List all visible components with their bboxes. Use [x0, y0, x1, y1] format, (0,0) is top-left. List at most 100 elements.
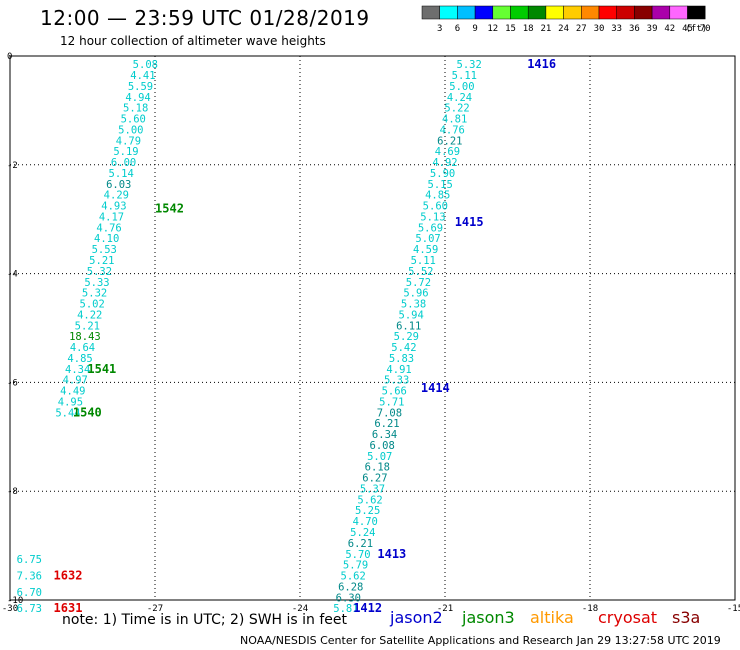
- legend-jason2: jason2: [390, 608, 443, 627]
- wave-height-label: 5.60: [423, 201, 448, 213]
- wave-height-label: 5.21: [75, 320, 100, 332]
- wave-height-label: 4.64: [70, 342, 95, 354]
- wave-height-label: 5.00: [118, 124, 143, 136]
- wave-height-label: 5.32: [87, 266, 112, 278]
- pass-number-label: 1415: [455, 215, 484, 229]
- scale-label: 3: [437, 24, 442, 34]
- wave-height-label: 5.81: [333, 603, 358, 615]
- y-tick-label: -6: [7, 378, 18, 388]
- legend-s3a: s3a: [672, 608, 701, 627]
- wave-height-label: 6.08: [370, 440, 395, 452]
- scale-swatch: [474, 5, 494, 20]
- wave-height-label: 5.79: [343, 560, 368, 572]
- scale-swatch: [634, 5, 653, 20]
- scale-label: 36: [629, 24, 640, 34]
- legend-jason3: jason3: [462, 608, 515, 627]
- y-tick-label: -4: [7, 270, 18, 280]
- wave-height-label: 5.00: [449, 81, 474, 93]
- wave-height-label: 4.29: [104, 190, 129, 202]
- scale-label: 27: [576, 24, 587, 34]
- scale-swatch: [598, 5, 617, 20]
- pass-number-label: 1540: [73, 405, 102, 419]
- wave-height-label: 5.07: [367, 451, 392, 463]
- pass-number-label: 1416: [527, 57, 556, 71]
- pass-number-label: 1631: [54, 601, 83, 615]
- x-tick-label: -27: [147, 604, 163, 614]
- scale-swatch: [581, 5, 600, 20]
- scale-swatch: [510, 5, 529, 20]
- wave-height-label: 4.70: [353, 516, 378, 528]
- scale-swatch: [651, 5, 671, 20]
- wave-height-label: 5.62: [357, 494, 382, 506]
- pass-number-label: 1413: [377, 547, 406, 561]
- scale-label: 70: [700, 24, 711, 34]
- x-tick-label: -24: [292, 604, 308, 614]
- wave-height-label: 5.62: [341, 571, 366, 583]
- footer-credit: NOAA/NESDIS Center for Satellite Applica…: [240, 634, 721, 647]
- wave-height-label: 5.22: [444, 103, 469, 115]
- wave-height-label: 4.17: [99, 211, 124, 223]
- wave-height-label: 4.24: [447, 92, 472, 104]
- wave-height-label: 5.21: [89, 255, 114, 267]
- pass-number-label: 1541: [87, 362, 116, 376]
- wave-height-label: 5.71: [379, 396, 404, 408]
- wave-height-label: 5.33: [384, 375, 409, 387]
- scale-label: 42: [664, 24, 675, 34]
- pass-number-label: 1412: [353, 601, 382, 615]
- wave-height-label: 5.32: [82, 288, 107, 300]
- scale-label: 6: [455, 24, 460, 34]
- chart-title: 12:00 — 23:59 UTC 01/28/2019: [40, 6, 370, 30]
- wave-height-label: 5.24: [350, 527, 375, 539]
- legend-cryosat: cryosat: [598, 608, 658, 627]
- pass-number-label: 1542: [155, 201, 184, 215]
- wave-height-label: 5.66: [382, 386, 407, 398]
- wave-height-label: 5.08: [133, 59, 158, 71]
- y-tick-label: -10: [7, 596, 23, 606]
- wave-height-label: 4.91: [386, 364, 411, 376]
- wave-height-label: 5.59: [128, 81, 153, 93]
- wave-height-label: 4.85: [67, 353, 92, 365]
- wave-height-label: 6.34: [372, 429, 397, 441]
- wave-height-label: 5.32: [457, 59, 482, 71]
- wave-height-label: 5.60: [121, 114, 146, 126]
- wave-height-label: 4.76: [440, 124, 465, 136]
- wave-height-label: 5.72: [406, 277, 431, 289]
- x-tick-label: -18: [582, 604, 598, 614]
- chart-subtitle: 12 hour collection of altimeter wave hei…: [60, 34, 326, 48]
- wave-height-label: 5.52: [408, 266, 433, 278]
- wave-height-label: 4.22: [77, 309, 102, 321]
- wave-height-label: 5.90: [430, 168, 455, 180]
- wave-height-label: 4.85: [425, 190, 450, 202]
- wave-height-label: 5.11: [411, 255, 436, 267]
- wave-height-label: 6.28: [338, 581, 363, 593]
- wave-height-label: 4.95: [58, 396, 83, 408]
- wave-height-label: 4.97: [63, 375, 88, 387]
- wave-height-label: 5.33: [84, 277, 109, 289]
- wave-height-label: 6.21: [374, 418, 399, 430]
- wave-height-label: 4.79: [116, 135, 141, 147]
- y-tick-label: -2: [7, 161, 18, 171]
- x-tick-label: -15: [727, 604, 740, 614]
- wave-height-label: 5.96: [403, 288, 428, 300]
- wave-height-label: 6.70: [17, 587, 42, 599]
- x-tick-label: -30: [2, 604, 18, 614]
- wave-height-label: 4.41: [130, 70, 155, 82]
- scale-swatch: [563, 5, 582, 20]
- wave-height-label: 6.21: [437, 135, 462, 147]
- wave-height-label: 6.73: [17, 603, 42, 615]
- wave-height-label: 4.76: [96, 222, 121, 234]
- wave-height-label: 18.43: [69, 331, 101, 343]
- scale-label: 45: [682, 24, 693, 34]
- wave-height-label: 6.18: [365, 462, 390, 474]
- scale-label: 21: [540, 24, 551, 34]
- scale-swatch: [669, 5, 688, 20]
- wave-height-label: 5.02: [80, 299, 105, 311]
- wave-height-label: 5.69: [418, 222, 443, 234]
- wave-height-label: 6.21: [348, 538, 373, 550]
- wave-height-label: 4.34: [65, 364, 90, 376]
- scale-label: 30: [594, 24, 605, 34]
- wave-height-label: 4.94: [125, 92, 150, 104]
- plot-frame: [9, 55, 736, 601]
- scale-label: 9: [472, 24, 477, 34]
- scale-swatch: [687, 5, 706, 20]
